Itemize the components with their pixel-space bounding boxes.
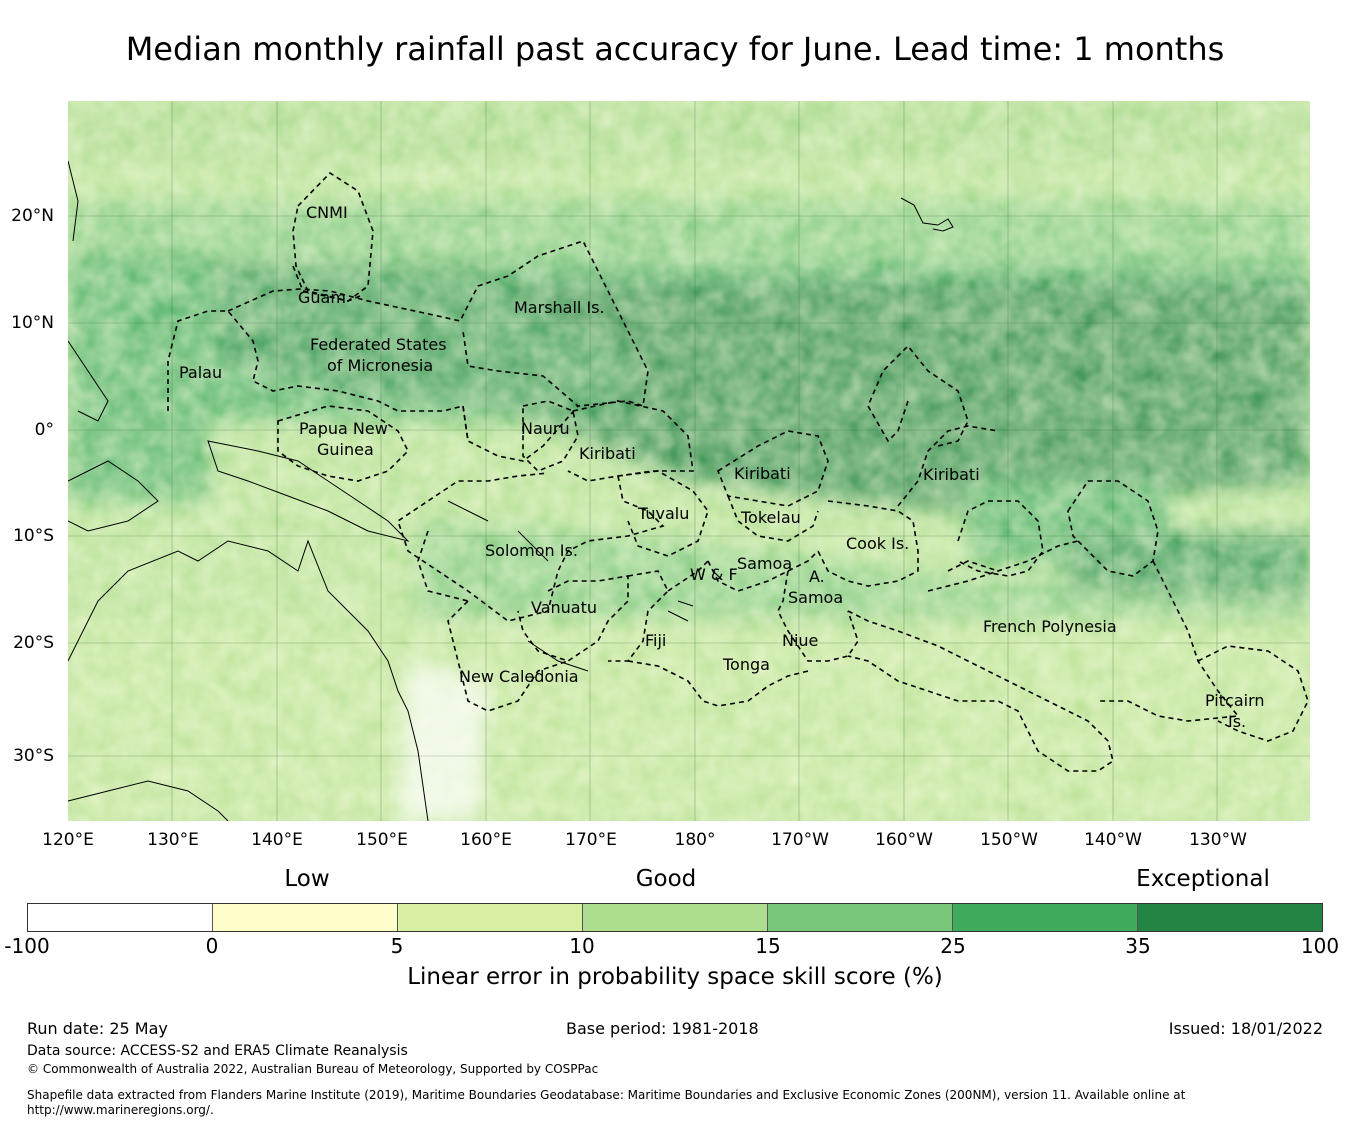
label-tonga: Tonga bbox=[722, 655, 770, 674]
issued-date: Issued: 18/01/2022 bbox=[1168, 1019, 1323, 1038]
lon-label: 170°E bbox=[565, 830, 617, 850]
lon-label: 170°W bbox=[771, 830, 829, 850]
colorbar-tick: 15 bbox=[755, 934, 781, 958]
base-period: Base period: 1981-2018 bbox=[566, 1019, 759, 1038]
label-png-2: Guinea bbox=[317, 440, 374, 459]
data-source: Data source: ACCESS-S2 and ERA5 Climate … bbox=[27, 1043, 408, 1059]
label-fsm-1: Federated States bbox=[310, 335, 447, 354]
label-palau: Palau bbox=[179, 363, 222, 382]
label-fsm-2: of Micronesia bbox=[327, 356, 433, 375]
label-solomon: Solomon Is. bbox=[485, 541, 578, 560]
lon-label: 130°W bbox=[1189, 830, 1247, 850]
shapefile-credit: Shapefile data extracted from Flanders M… bbox=[27, 1088, 1186, 1102]
coastlines bbox=[68, 160, 954, 821]
colorbar bbox=[27, 903, 1323, 932]
colorbar-segment bbox=[1138, 904, 1322, 931]
copyright: © Commonwealth of Australia 2022, Austra… bbox=[27, 1062, 599, 1076]
label-wallis-futuna: W & F bbox=[690, 565, 738, 584]
label-pitcairn-1: Pitcairn bbox=[1205, 691, 1265, 710]
lon-label: 160°W bbox=[875, 830, 933, 850]
label-kiribati-east: Kiribati bbox=[923, 465, 980, 484]
label-fiji: Fiji bbox=[645, 631, 666, 650]
region-labels: CNMI Guam Marshall Is. Federated States … bbox=[179, 203, 1265, 731]
colorbar-label: Linear error in probability space skill … bbox=[407, 964, 943, 990]
run-date: Run date: 25 May bbox=[27, 1019, 168, 1038]
label-new-caledonia: New Caledonia bbox=[459, 667, 579, 686]
label-niue: Niue bbox=[782, 631, 818, 650]
lat-label: 10°N bbox=[11, 313, 54, 333]
label-tokelau: Tokelau bbox=[740, 508, 801, 527]
chart-title: Median monthly rainfall past accuracy fo… bbox=[125, 30, 1225, 68]
skill-map: CNMI Guam Marshall Is. Federated States … bbox=[68, 101, 1310, 821]
colorbar-tick: 10 bbox=[569, 934, 595, 958]
lon-label: 150°E bbox=[356, 830, 408, 850]
label-kiribati-west: Kiribati bbox=[579, 444, 636, 463]
colorbar-segment bbox=[213, 904, 398, 931]
legend-category-exceptional: Exceptional bbox=[1136, 866, 1270, 892]
colorbar-tick: 25 bbox=[940, 934, 966, 958]
label-vanuatu: Vanuatu bbox=[531, 598, 597, 617]
colorbar-tick: 35 bbox=[1125, 934, 1151, 958]
label-marshall: Marshall Is. bbox=[514, 298, 605, 317]
lat-label: 0° bbox=[34, 420, 54, 440]
lat-label: 10°S bbox=[13, 526, 54, 546]
lon-label: 140°W bbox=[1084, 830, 1142, 850]
colorbar-tick: 100 bbox=[1300, 934, 1340, 958]
label-american-samoa-2: Samoa bbox=[788, 588, 843, 607]
lat-label: 20°N bbox=[11, 206, 54, 226]
lon-label: 140°E bbox=[251, 830, 303, 850]
label-pitcairn-2: Is. bbox=[1228, 712, 1246, 731]
label-cnmi: CNMI bbox=[306, 203, 348, 222]
label-american-samoa-1: A. bbox=[809, 567, 825, 586]
lon-label: 150°W bbox=[980, 830, 1038, 850]
colorbar-segment bbox=[768, 904, 953, 931]
legend-category-low: Low bbox=[284, 866, 330, 892]
marineregions-link[interactable]: http://www.marineregions.org/. bbox=[27, 1103, 214, 1117]
lon-label: 180° bbox=[674, 830, 716, 850]
lon-label: 130°E bbox=[147, 830, 199, 850]
label-kiribati-central: Kiribati bbox=[734, 464, 791, 483]
label-guam: Guam bbox=[298, 288, 346, 307]
label-png-1: Papua New bbox=[299, 419, 388, 438]
colorbar-segment bbox=[28, 904, 213, 931]
lon-label: 160°E bbox=[460, 830, 512, 850]
label-nauru: Nauru bbox=[521, 419, 570, 438]
colorbar-segment bbox=[953, 904, 1138, 931]
colorbar-tick: -100 bbox=[4, 934, 50, 958]
eez-boundaries bbox=[167, 171, 1309, 772]
lat-label: 30°S bbox=[13, 746, 54, 766]
colorbar-segment bbox=[398, 904, 583, 931]
colorbar-tick: 0 bbox=[205, 934, 219, 958]
label-tuvalu: Tuvalu bbox=[637, 504, 689, 523]
colorbar-tick: 5 bbox=[390, 934, 404, 958]
label-samoa: Samoa bbox=[737, 554, 792, 573]
label-french-polynesia: French Polynesia bbox=[983, 617, 1117, 636]
colorbar-segment bbox=[583, 904, 768, 931]
legend-category-good: Good bbox=[635, 866, 697, 892]
lon-label: 120°E bbox=[42, 830, 94, 850]
lat-label: 20°S bbox=[13, 633, 54, 653]
label-cook: Cook Is. bbox=[846, 534, 909, 553]
